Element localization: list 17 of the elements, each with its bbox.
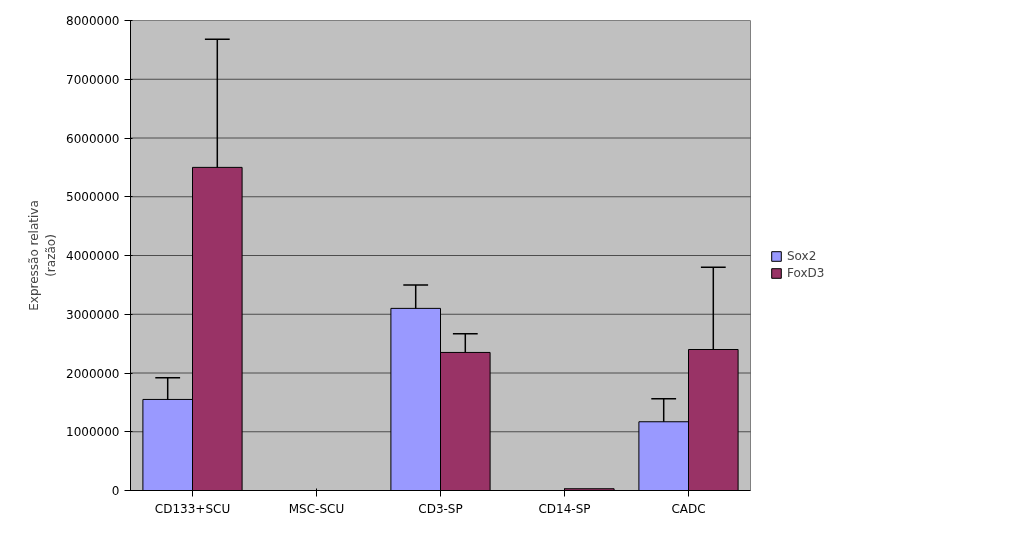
y-tick-label: 7000000: [66, 72, 120, 87]
x-tick-label: CD14-SP: [538, 501, 591, 516]
x-tick-label: MSC-SCU: [288, 501, 345, 516]
legend-label: Sox2: [787, 249, 817, 263]
y-tick-label: 1000000: [66, 425, 120, 440]
x-tick-label: CD133+SCU: [154, 501, 231, 516]
y-axis-title: Expressão relativa (razão): [27, 200, 59, 311]
y-tick-label: 6000000: [66, 131, 120, 146]
y-tick-label: 4000000: [66, 249, 120, 263]
y-tick-label: 5000000: [66, 190, 120, 205]
legend-label: FoxD3: [787, 266, 825, 280]
y-tick-label: 2000000: [66, 366, 120, 381]
x-tick-label: CD3-SP: [418, 501, 463, 516]
x-tick-label: CADC: [671, 501, 706, 516]
y-tick-label: 0: [111, 484, 120, 498]
y-tick-label: 3000000: [66, 307, 120, 322]
y-tick-label: 8000000: [66, 14, 120, 28]
